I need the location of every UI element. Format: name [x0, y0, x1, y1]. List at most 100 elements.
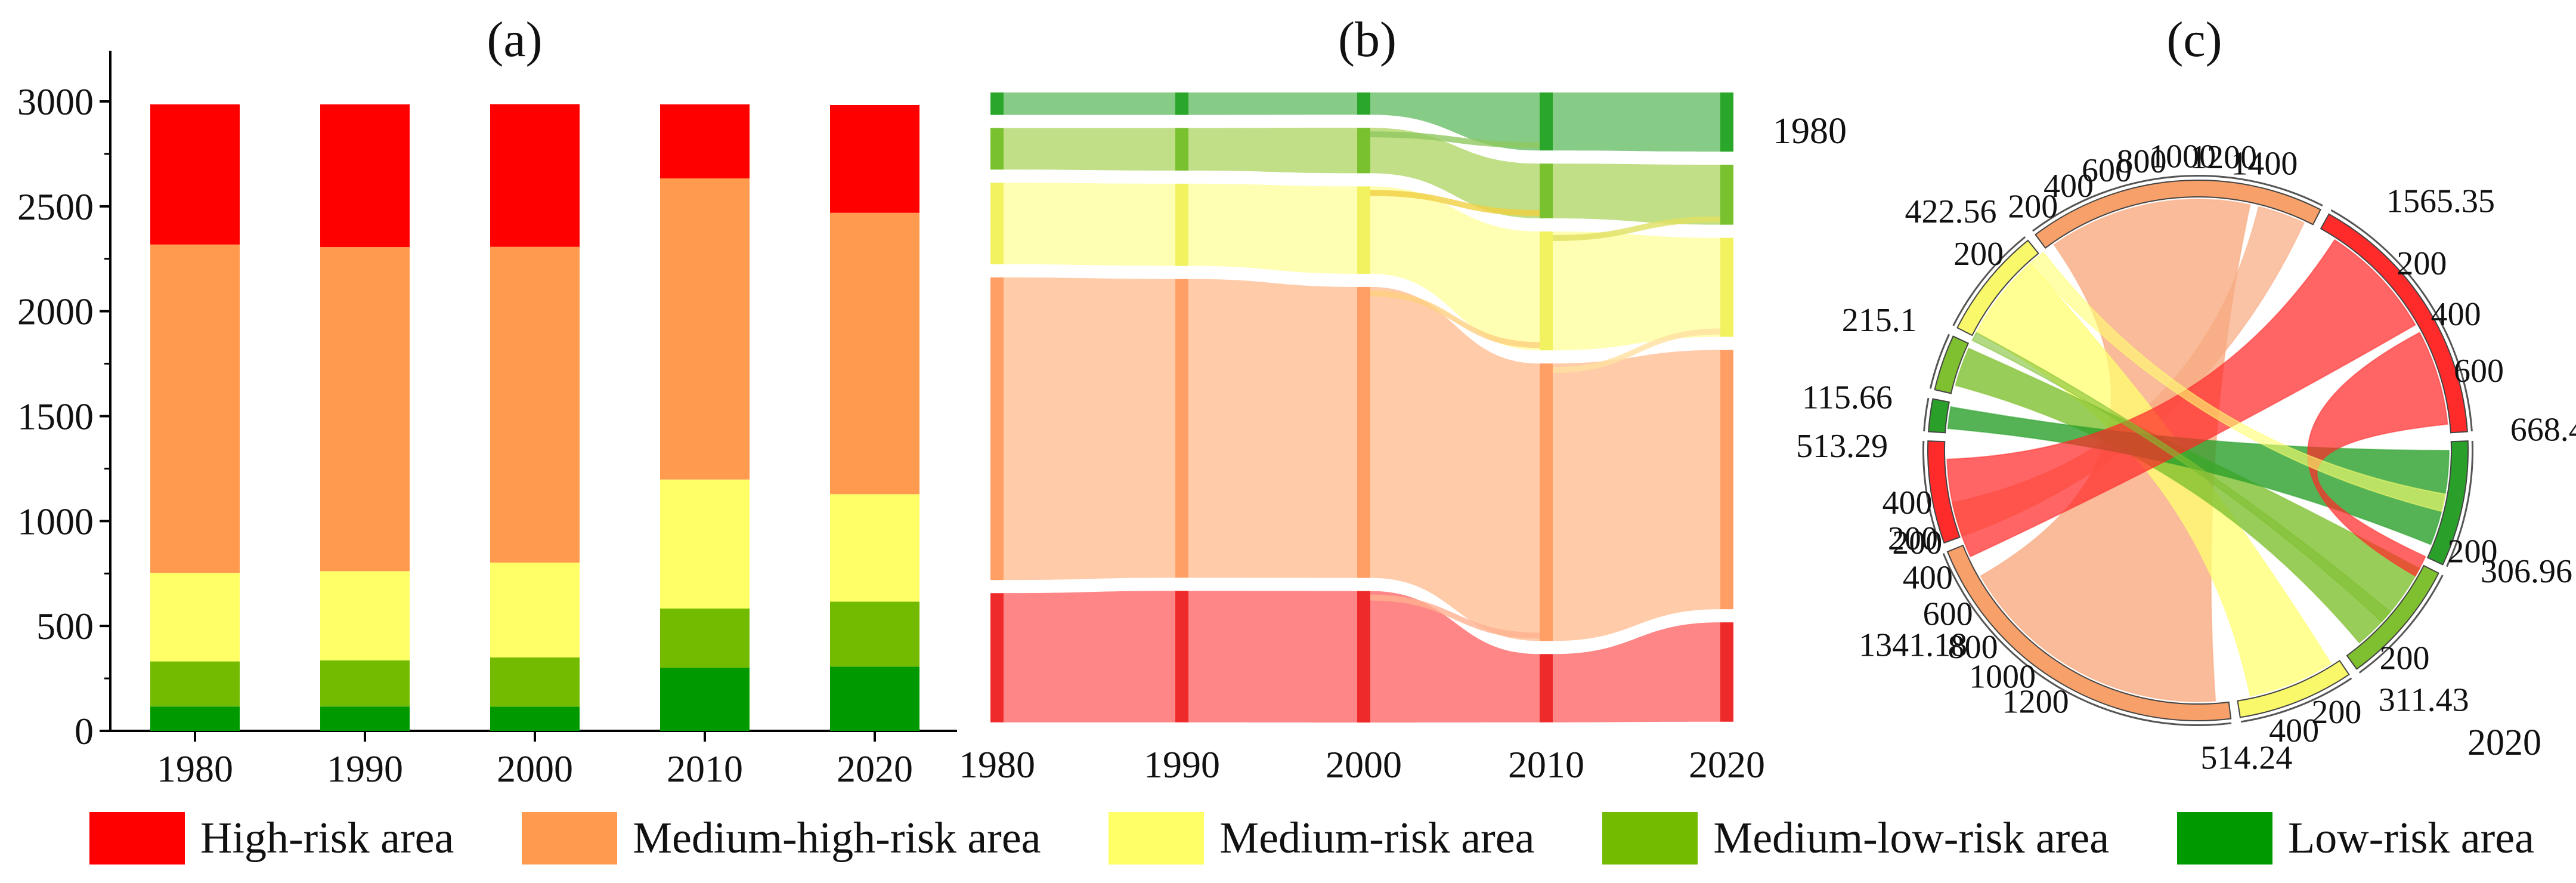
sankey-node-high-2010 [1540, 654, 1553, 723]
chord-arc-low-1980 [1928, 398, 1950, 434]
sankey-node-high-2020 [1720, 622, 1733, 722]
chord-tick-label: 1200 [2002, 683, 2069, 720]
chord-axis-low-2020 [2445, 440, 2473, 567]
sankey-crossflow [1553, 328, 1720, 373]
bar-segment-medium-2020 [830, 494, 919, 602]
legend-swatch-medium-risk [1109, 812, 1205, 865]
chord-tick-label: 1200 [2190, 139, 2257, 176]
chord-arc-medium_low-1980 [1934, 335, 1970, 394]
chord-total-h-2020: 513.29 [1796, 428, 1888, 465]
bar-segment-medium_low-1990 [320, 660, 410, 707]
x-tick-label: 1990 [327, 748, 403, 790]
sankey-flow-high-1990 [1188, 591, 1357, 723]
chord-year-2020-label: 2020 [2467, 723, 2541, 763]
chord-tick-label: 800 [2117, 143, 2167, 180]
chord-tick-label: 1000 [2149, 138, 2216, 175]
sankey-node-medium-2000 [1357, 186, 1370, 274]
sankey-flow-medium_high-1990 [1188, 279, 1357, 578]
chord-tick-label: 600 [2454, 353, 2504, 390]
chord-year-1980-label: 1980 [1773, 111, 1847, 152]
y-tick-label: 3000 [17, 81, 94, 123]
chord-arc-medium-2020 [2237, 659, 2350, 718]
bar-segment-medium_high-2020 [830, 212, 919, 495]
sankey-node-low-2000 [1357, 92, 1370, 115]
sankey-node-medium_high-1990 [1175, 279, 1188, 578]
legend-label-medium-risk: Medium-risk area [1219, 813, 1535, 863]
sankey-flow-low-1990 [1188, 92, 1357, 115]
sankey-node-medium_low-2000 [1357, 128, 1370, 174]
bar-segment-high-2000 [490, 104, 580, 247]
sankey-x-label: 2010 [1508, 743, 1584, 786]
chord-tick-label: 600 [1923, 595, 1973, 632]
bar-segment-high-1990 [320, 104, 410, 248]
bar-segment-low-1980 [150, 706, 240, 731]
sankey-node-medium_high-2010 [1540, 363, 1553, 641]
y-tick-label: 2000 [17, 291, 94, 333]
sankey-flow-medium_low-2000 [1370, 128, 1540, 218]
chord-tick-label: 400 [2269, 712, 2319, 749]
chord-total-mh-1980: 1565.35 [2386, 183, 2495, 220]
sankey-flow-medium-1990 [1188, 183, 1357, 274]
sankey-node-medium_low-2010 [1540, 163, 1553, 218]
bar-segment-low-2000 [490, 706, 580, 731]
chord-tick-label: 200 [1953, 236, 2004, 273]
sankey-flow-medium_high-2000 [1370, 286, 1540, 641]
sankey-flow-medium_low-2010 [1553, 163, 1720, 225]
chord-tick-label: 200 [1892, 524, 1942, 561]
sankey-flow-low-1980 [1004, 92, 1175, 115]
bar-segment-medium_high-2010 [660, 178, 750, 480]
legend-item-medium-low-risk: Medium-low-risk area [1602, 812, 2109, 865]
legend-label-high-risk: High-risk area [200, 813, 454, 863]
chord-tick-label: 200 [2447, 533, 2497, 570]
sankey-crossflow [1370, 594, 1540, 639]
legend: High-risk area Medium-high-risk area Med… [89, 802, 2534, 874]
sankey-flow-medium_low-1980 [1004, 128, 1175, 171]
bar-segment-high-2010 [660, 104, 750, 179]
chord-total-mh-2020: 1341.18 [1859, 627, 1967, 664]
legend-swatch-low-risk [2177, 812, 2273, 865]
chord-axis-low-1980 [1923, 397, 1930, 431]
bar-segment-high-1980 [150, 104, 240, 245]
y-tick-label: 1000 [17, 500, 94, 542]
bar-segment-medium-2000 [490, 562, 580, 657]
chord-tick-label: 600 [2082, 152, 2132, 189]
sankey-node-medium-2010 [1540, 231, 1553, 351]
bar-segment-medium_low-2000 [490, 657, 580, 707]
sankey-node-high-2000 [1357, 591, 1370, 723]
bar-segment-medium-1980 [150, 573, 240, 662]
sankey-flow-low-2000 [1370, 92, 1540, 151]
sankey-flow-medium_low-1990 [1188, 128, 1357, 174]
bar-segment-medium-2010 [660, 479, 750, 609]
chord-tick-label: 200 [2311, 694, 2361, 731]
sankey-node-medium-2020 [1720, 237, 1733, 337]
chord-tick-label: 200 [2397, 245, 2447, 282]
chord-arc-low-2020 [2426, 440, 2469, 566]
sankey-crossflow [1370, 131, 1540, 149]
panel-a-title: (a) [487, 12, 542, 67]
chord-total-l-1980: 115.66 [1802, 379, 1893, 416]
sankey-x-label: 2020 [1689, 743, 1765, 786]
sankey-crossflow [1370, 290, 1540, 348]
legend-label-low-risk: Low-risk area [2288, 813, 2534, 863]
x-tick-label: 1980 [157, 748, 233, 790]
sankey-x-label: 1980 [959, 743, 1035, 786]
chord-arc-medium_low-2020 [2346, 564, 2439, 670]
bar-segment-medium_high-1990 [320, 247, 410, 572]
sankey-node-medium_low-2020 [1720, 165, 1733, 225]
chord-tick-label: 1000 [1969, 658, 2036, 695]
sankey-flow-medium_high-1980 [1004, 277, 1175, 581]
chord-total-l-2020: 306.96 [2481, 553, 2572, 590]
chord-total-m-2020: 514.24 [2200, 740, 2292, 777]
sankey-flow-high-2010 [1553, 622, 1720, 723]
chord-tick-label: 200 [2379, 640, 2429, 677]
chord-ribbon-medium_low [1971, 331, 2391, 623]
sankey-flow-high-1980 [1004, 591, 1175, 723]
sankey-node-low-1990 [1175, 92, 1188, 115]
sankey-node-medium_high-1980 [990, 277, 1004, 581]
chord-ribbon-medium [2029, 251, 2446, 512]
chord-tick-label: 400 [2431, 296, 2481, 333]
chord-tick-label: 400 [2044, 168, 2094, 205]
sankey-node-low-1980 [990, 92, 1004, 115]
chord-tick-label: 200 [1888, 520, 1938, 557]
panel-b-title: (b) [1338, 12, 1397, 67]
